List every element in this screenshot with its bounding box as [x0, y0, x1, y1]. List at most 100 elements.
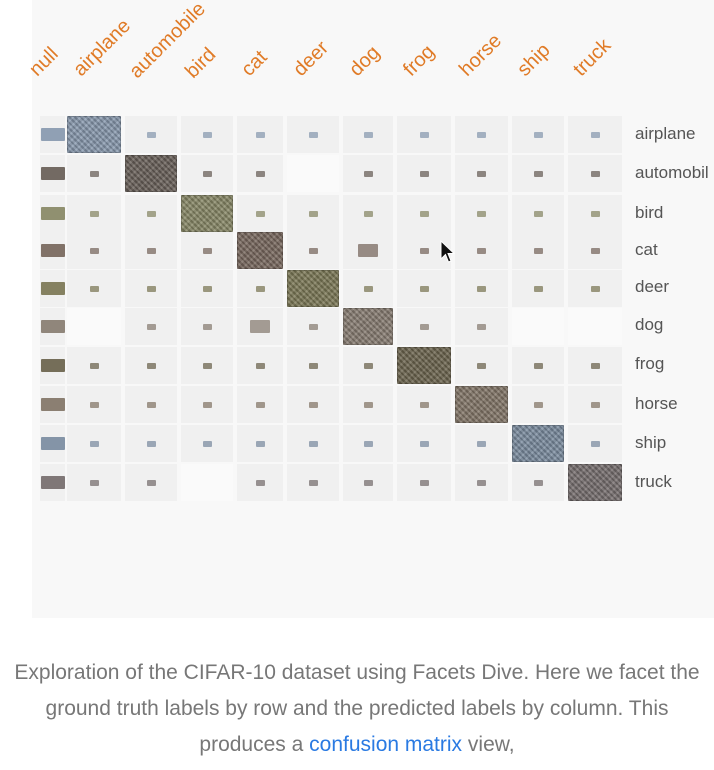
image-thumbnail[interactable]: [477, 479, 486, 486]
image-thumbnail[interactable]: [590, 401, 600, 408]
image-thumbnail[interactable]: [533, 210, 543, 217]
image-thumbnail[interactable]: [202, 323, 212, 330]
image-thumbnail[interactable]: [202, 170, 212, 177]
matrix-cell-automobil-deer[interactable]: [287, 155, 339, 192]
image-thumbnail[interactable]: [533, 247, 543, 254]
image-thumbnail[interactable]: [455, 386, 508, 423]
image-thumbnail[interactable]: [255, 401, 265, 408]
image-thumbnail[interactable]: [419, 131, 429, 138]
image-thumbnail[interactable]: [40, 282, 65, 295]
image-thumbnail[interactable]: [40, 320, 65, 333]
image-thumbnail[interactable]: [363, 440, 373, 447]
image-thumbnail[interactable]: [533, 479, 543, 486]
image-thumbnail[interactable]: [358, 244, 378, 257]
image-thumbnail[interactable]: [255, 440, 265, 447]
image-thumbnail[interactable]: [202, 131, 212, 138]
image-thumbnail[interactable]: [343, 308, 393, 345]
image-thumbnail[interactable]: [202, 362, 212, 369]
image-thumbnail[interactable]: [363, 210, 373, 217]
image-thumbnail[interactable]: [255, 285, 265, 292]
image-thumbnail[interactable]: [89, 479, 99, 486]
image-thumbnail[interactable]: [590, 247, 600, 254]
image-thumbnail[interactable]: [363, 401, 373, 408]
image-thumbnail[interactable]: [255, 170, 265, 177]
image-thumbnail[interactable]: [363, 170, 373, 177]
image-thumbnail[interactable]: [40, 167, 65, 180]
image-thumbnail[interactable]: [146, 285, 156, 292]
image-thumbnail[interactable]: [477, 440, 486, 447]
image-thumbnail[interactable]: [40, 359, 65, 372]
image-thumbnail[interactable]: [568, 464, 622, 501]
image-thumbnail[interactable]: [308, 323, 318, 330]
image-thumbnail[interactable]: [202, 247, 212, 254]
matrix-cell-dog-ship[interactable]: [512, 308, 564, 345]
image-thumbnail[interactable]: [287, 270, 339, 307]
image-thumbnail[interactable]: [146, 362, 156, 369]
image-thumbnail[interactable]: [67, 116, 121, 153]
image-thumbnail[interactable]: [202, 285, 212, 292]
image-thumbnail[interactable]: [40, 128, 65, 141]
image-thumbnail[interactable]: [308, 247, 318, 254]
image-thumbnail[interactable]: [250, 320, 270, 333]
image-thumbnail[interactable]: [533, 401, 543, 408]
image-thumbnail[interactable]: [590, 440, 600, 447]
image-thumbnail[interactable]: [512, 425, 564, 462]
image-thumbnail[interactable]: [255, 479, 265, 486]
image-thumbnail[interactable]: [146, 401, 156, 408]
image-thumbnail[interactable]: [89, 285, 99, 292]
image-thumbnail[interactable]: [533, 285, 543, 292]
matrix-cell-dog-airplane[interactable]: [67, 308, 121, 345]
image-thumbnail[interactable]: [419, 479, 429, 486]
image-thumbnail[interactable]: [40, 207, 65, 220]
image-thumbnail[interactable]: [146, 323, 156, 330]
image-thumbnail[interactable]: [308, 440, 318, 447]
image-thumbnail[interactable]: [308, 401, 318, 408]
image-thumbnail[interactable]: [40, 244, 65, 257]
image-thumbnail[interactable]: [202, 440, 212, 447]
image-thumbnail[interactable]: [40, 437, 65, 450]
image-thumbnail[interactable]: [533, 170, 543, 177]
image-thumbnail[interactable]: [146, 479, 156, 486]
image-thumbnail[interactable]: [477, 210, 486, 217]
image-thumbnail[interactable]: [308, 362, 318, 369]
image-thumbnail[interactable]: [40, 398, 65, 411]
image-thumbnail[interactable]: [146, 131, 156, 138]
image-thumbnail[interactable]: [181, 195, 233, 232]
image-thumbnail[interactable]: [590, 362, 600, 369]
image-thumbnail[interactable]: [590, 210, 600, 217]
image-thumbnail[interactable]: [419, 170, 429, 177]
image-thumbnail[interactable]: [308, 210, 318, 217]
image-thumbnail[interactable]: [533, 131, 543, 138]
image-thumbnail[interactable]: [146, 440, 156, 447]
image-thumbnail[interactable]: [89, 440, 99, 447]
image-thumbnail[interactable]: [477, 285, 486, 292]
image-thumbnail[interactable]: [477, 131, 486, 138]
image-thumbnail[interactable]: [419, 247, 429, 254]
image-thumbnail[interactable]: [397, 347, 451, 384]
image-thumbnail[interactable]: [477, 323, 486, 330]
image-thumbnail[interactable]: [590, 285, 600, 292]
image-thumbnail[interactable]: [89, 170, 99, 177]
image-thumbnail[interactable]: [590, 170, 600, 177]
image-thumbnail[interactable]: [146, 247, 156, 254]
image-thumbnail[interactable]: [477, 362, 486, 369]
image-thumbnail[interactable]: [419, 440, 429, 447]
image-thumbnail[interactable]: [477, 247, 486, 254]
image-thumbnail[interactable]: [363, 131, 373, 138]
image-thumbnail[interactable]: [419, 210, 429, 217]
image-thumbnail[interactable]: [533, 362, 543, 369]
image-thumbnail[interactable]: [308, 479, 318, 486]
image-thumbnail[interactable]: [419, 323, 429, 330]
image-thumbnail[interactable]: [255, 210, 265, 217]
image-thumbnail[interactable]: [255, 362, 265, 369]
image-thumbnail[interactable]: [146, 210, 156, 217]
image-thumbnail[interactable]: [255, 131, 265, 138]
image-thumbnail[interactable]: [419, 285, 429, 292]
confusion-matrix-link[interactable]: confusion matrix: [309, 733, 463, 756]
image-thumbnail[interactable]: [363, 285, 373, 292]
image-thumbnail[interactable]: [363, 362, 373, 369]
image-thumbnail[interactable]: [419, 401, 429, 408]
image-thumbnail[interactable]: [125, 155, 177, 192]
image-thumbnail[interactable]: [202, 401, 212, 408]
matrix-cell-dog-truck[interactable]: [568, 308, 622, 345]
